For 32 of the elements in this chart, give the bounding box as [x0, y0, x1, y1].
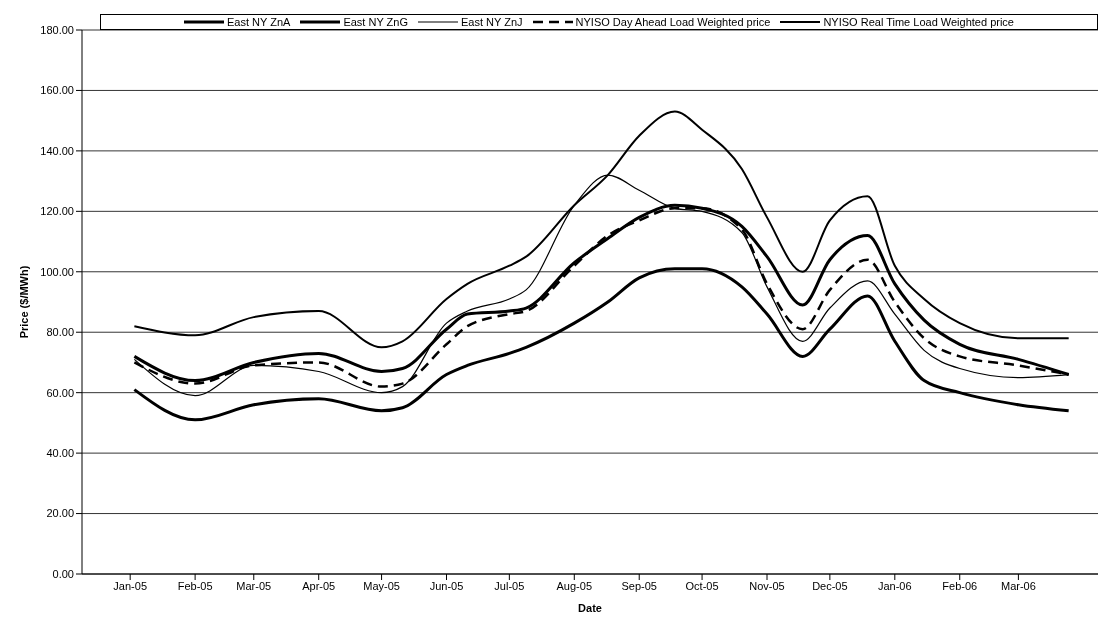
x-tick-label: Dec-05 [812, 579, 848, 592]
x-tick-label: Oct-05 [685, 579, 719, 592]
x-tick-label: Sep-05 [621, 579, 657, 592]
legend-label: East NY ZnA [226, 16, 291, 28]
x-tick-label: Aug-05 [556, 579, 593, 592]
x-tick-label: Jun-05 [429, 579, 464, 592]
y-tick-label: 180.00 [40, 23, 74, 36]
y-axis-title: Price ($/MWh) [17, 265, 30, 339]
y-tick-label: 160.00 [40, 84, 74, 97]
x-axis-title: Date [578, 602, 602, 614]
y-tick-label: 20.00 [46, 507, 74, 520]
x-tick-label: Mar-06 [1000, 579, 1036, 592]
x-tick-label: Jan-06 [877, 579, 912, 592]
x-tick-label: Jan-05 [113, 579, 147, 592]
y-tick-label: 40.00 [46, 447, 74, 460]
x-tick-label: Apr-05 [302, 579, 336, 592]
x-tick-label: May-05 [363, 579, 400, 592]
y-tick-label: 120.00 [40, 205, 74, 218]
x-tick-label: Feb-05 [177, 579, 213, 592]
y-tick-label: 80.00 [46, 326, 74, 339]
x-tick-label: Feb-06 [942, 579, 978, 592]
legend-label: East NY ZnG [342, 16, 409, 28]
y-tick-label: 60.00 [46, 386, 74, 399]
x-tick-label: Nov-05 [749, 579, 785, 592]
legend-label: NYISO Day Ahead Load Weighted price [574, 16, 771, 28]
legend-label: East NY ZnJ [460, 16, 523, 28]
y-tick-label: 140.00 [40, 144, 74, 157]
y-tick-label: 100.00 [40, 265, 74, 278]
y-tick-label: 0.00 [52, 567, 74, 580]
legend-label: NYISO Real Time Load Weighted price [822, 16, 1014, 28]
x-tick-label: Jul-05 [494, 579, 525, 592]
x-tick-label: Mar-05 [236, 579, 272, 592]
